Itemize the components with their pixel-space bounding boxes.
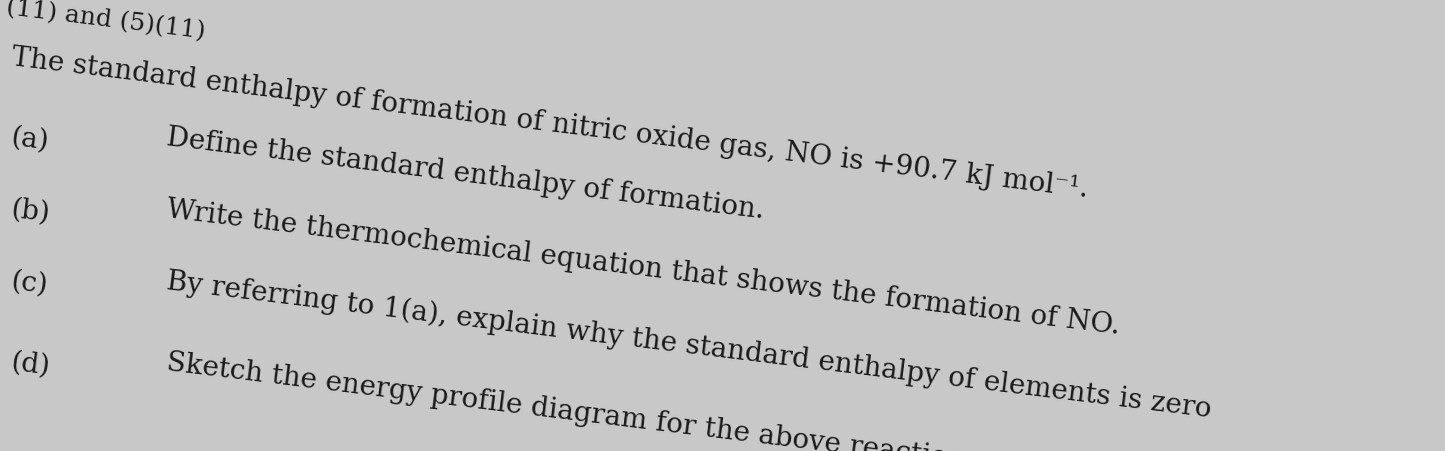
Text: (b): (b) xyxy=(10,196,52,228)
Text: (a): (a) xyxy=(10,124,51,156)
Text: (d): (d) xyxy=(10,349,52,381)
Text: By referring to 1(a), explain why the standard enthalpy of elements is zero: By referring to 1(a), explain why the st… xyxy=(165,268,1212,423)
Text: (11) and (5)(11): (11) and (5)(11) xyxy=(4,0,207,43)
Text: (c): (c) xyxy=(10,268,51,299)
Text: Sketch the energy profile diagram for the above reaction.: Sketch the energy profile diagram for th… xyxy=(165,349,975,451)
Text: The standard enthalpy of formation of nitric oxide gas, NO is +90.7 kJ mol⁻¹.: The standard enthalpy of formation of ni… xyxy=(10,44,1090,203)
Text: Define the standard enthalpy of formation.: Define the standard enthalpy of formatio… xyxy=(165,124,766,225)
Text: Write the thermochemical equation that shows the formation of NO.: Write the thermochemical equation that s… xyxy=(165,196,1121,340)
